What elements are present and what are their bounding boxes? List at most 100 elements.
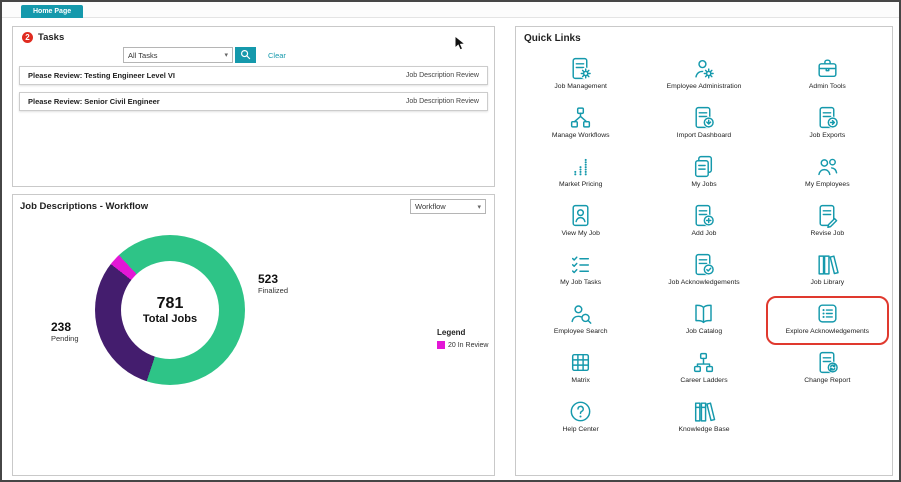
pending-label: Pending [51,334,79,344]
quick-link-label: My Job Tasks [560,279,602,286]
chevron-down-icon: ▾ [224,52,228,59]
quick-link-job-catalog[interactable]: Job Catalog [642,296,765,345]
quick-link-label: Employee Search [553,328,608,335]
legend-swatch [437,341,445,349]
quick-link-explore-acknowledgements[interactable]: Explore Acknowledgements [765,296,889,345]
search-icon [240,48,251,63]
finalized-value: 523 [258,272,279,286]
quick-link-label: Job Management [554,83,607,90]
chart-legend: Legend 20 In Review [437,328,488,349]
job-library-icon [815,252,840,277]
tasks-header: 2 Tasks [22,32,64,43]
workflow-panel-title: Job Descriptions - Workflow [20,201,149,212]
tasks-panel: 2 Tasks All Tasks ▾ Clear Please Review:… [12,26,495,187]
quick-link-label: Add Job [691,230,717,237]
quick-link-label: Admin Tools [808,83,846,90]
quick-link-manage-workflows[interactable]: Manage Workflows [519,100,642,149]
quick-link-admin-tools[interactable]: Admin Tools [766,51,889,100]
workflow-filter-select[interactable]: Workflow ▾ [410,199,486,214]
quick-link-label: Change Report [804,377,851,384]
quick-link-label: Help Center [562,426,599,433]
workflow-filter-value: Workflow [415,202,446,211]
donut-chart: 781 Total Jobs [95,235,245,385]
quick-link-change-report[interactable]: Change Report [766,345,889,394]
quick-link-label: Job Catalog [685,328,723,335]
task-row[interactable]: Please Review: Senior Civil Engineer Job… [19,92,488,111]
tasks-filter-value: All Tasks [128,50,158,60]
quick-link-revise-job[interactable]: Revise Job [766,198,889,247]
import-dashboard-icon [691,105,716,130]
chevron-down-icon: ▾ [477,203,481,211]
tasks-controls: All Tasks ▾ Clear [123,47,286,63]
quick-link-job-management[interactable]: Job Management [519,51,642,100]
quick-link-knowledge-base[interactable]: Knowledge Base [642,394,765,443]
change-report-icon [815,350,840,375]
tab-home-page[interactable]: Home Page [21,5,84,18]
quick-link-label: Job Acknowledgements [668,279,740,286]
my-employees-icon [815,154,840,179]
market-pricing-icon [568,154,593,179]
quick-link-label: Job Exports [809,132,846,139]
quick-link-my-job-tasks[interactable]: My Job Tasks [519,247,642,296]
donut-total-label: Total Jobs [142,312,198,325]
quick-link-help-center[interactable]: Help Center [519,394,642,443]
quick-link-label: Knowledge Base [678,426,730,433]
quick-link-view-my-job[interactable]: View My Job [519,198,642,247]
clear-link[interactable]: Clear [268,50,286,60]
admin-tools-icon [815,56,840,81]
quick-link-my-jobs[interactable]: My Jobs [642,149,765,198]
quick-link-label: Revise Job [810,230,845,237]
workflow-panel: Job Descriptions - Workflow Workflow ▾ 7… [12,194,495,476]
quick-link-label: Employee Administration [666,83,742,90]
explore-acknowledgements-icon [815,301,840,326]
finalized-label: Finalized [258,286,289,296]
quick-link-label: My Employees [805,181,850,188]
employee-search-icon [568,301,593,326]
task-row[interactable]: Please Review: Testing Engineer Level VI… [19,66,488,85]
quick-link-label: Manage Workflows [551,132,610,139]
legend-item: 20 In Review [437,341,488,349]
legend-title: Legend [437,328,466,337]
quick-link-employee-administration[interactable]: Employee Administration [642,51,765,100]
quick-link-label: Matrix [571,377,590,384]
quick-link-my-employees[interactable]: My Employees [766,149,889,198]
tasks-title: Tasks [38,32,65,43]
quick-link-job-library[interactable]: Job Library [766,247,889,296]
legend-label: 20 In Review [448,341,489,349]
task-title: Please Review: Senior Civil Engineer [28,97,160,106]
knowledge-base-icon [691,399,716,424]
matrix-icon [568,350,593,375]
tasks-filter-select[interactable]: All Tasks ▾ [123,47,233,63]
quick-link-matrix[interactable]: Matrix [519,345,642,394]
quick-link-label: Job Library [810,279,845,286]
task-type: Job Description Review [405,98,479,105]
quick-link-employee-search[interactable]: Employee Search [519,296,642,345]
employee-administration-icon [691,56,716,81]
my-jobs-icon [691,154,716,179]
revise-job-icon [815,203,840,228]
quick-link-market-pricing[interactable]: Market Pricing [519,149,642,198]
add-job-icon [691,203,716,228]
tasks-count-badge: 2 [22,32,33,43]
quick-link-job-acknowledgements[interactable]: Job Acknowledgements [642,247,765,296]
job-exports-icon [815,105,840,130]
quick-link-label: View My Job [561,230,600,237]
quick-link-add-job[interactable]: Add Job [642,198,765,247]
tab-bar: Home Page [2,2,899,18]
career-ladders-icon [691,350,716,375]
search-button[interactable] [235,47,256,63]
chart-label-pending: 238 Pending [51,320,79,344]
pending-value: 238 [51,320,72,334]
quick-link-label: Career Ladders [680,377,728,384]
help-center-icon [568,399,593,424]
chart-label-finalized: 523 Finalized [258,272,289,296]
job-acknowledgements-icon [691,252,716,277]
quick-link-career-ladders[interactable]: Career Ladders [642,345,765,394]
donut-center: 781 Total Jobs [121,261,219,359]
view-my-job-icon [568,203,593,228]
quick-link-job-exports[interactable]: Job Exports [766,100,889,149]
manage-workflows-icon [568,105,593,130]
quick-link-label: My Jobs [691,181,717,188]
quick-link-import-dashboard[interactable]: Import Dashboard [642,100,765,149]
quick-links-grid: Job Management Employee Administration Adm… [519,51,889,443]
